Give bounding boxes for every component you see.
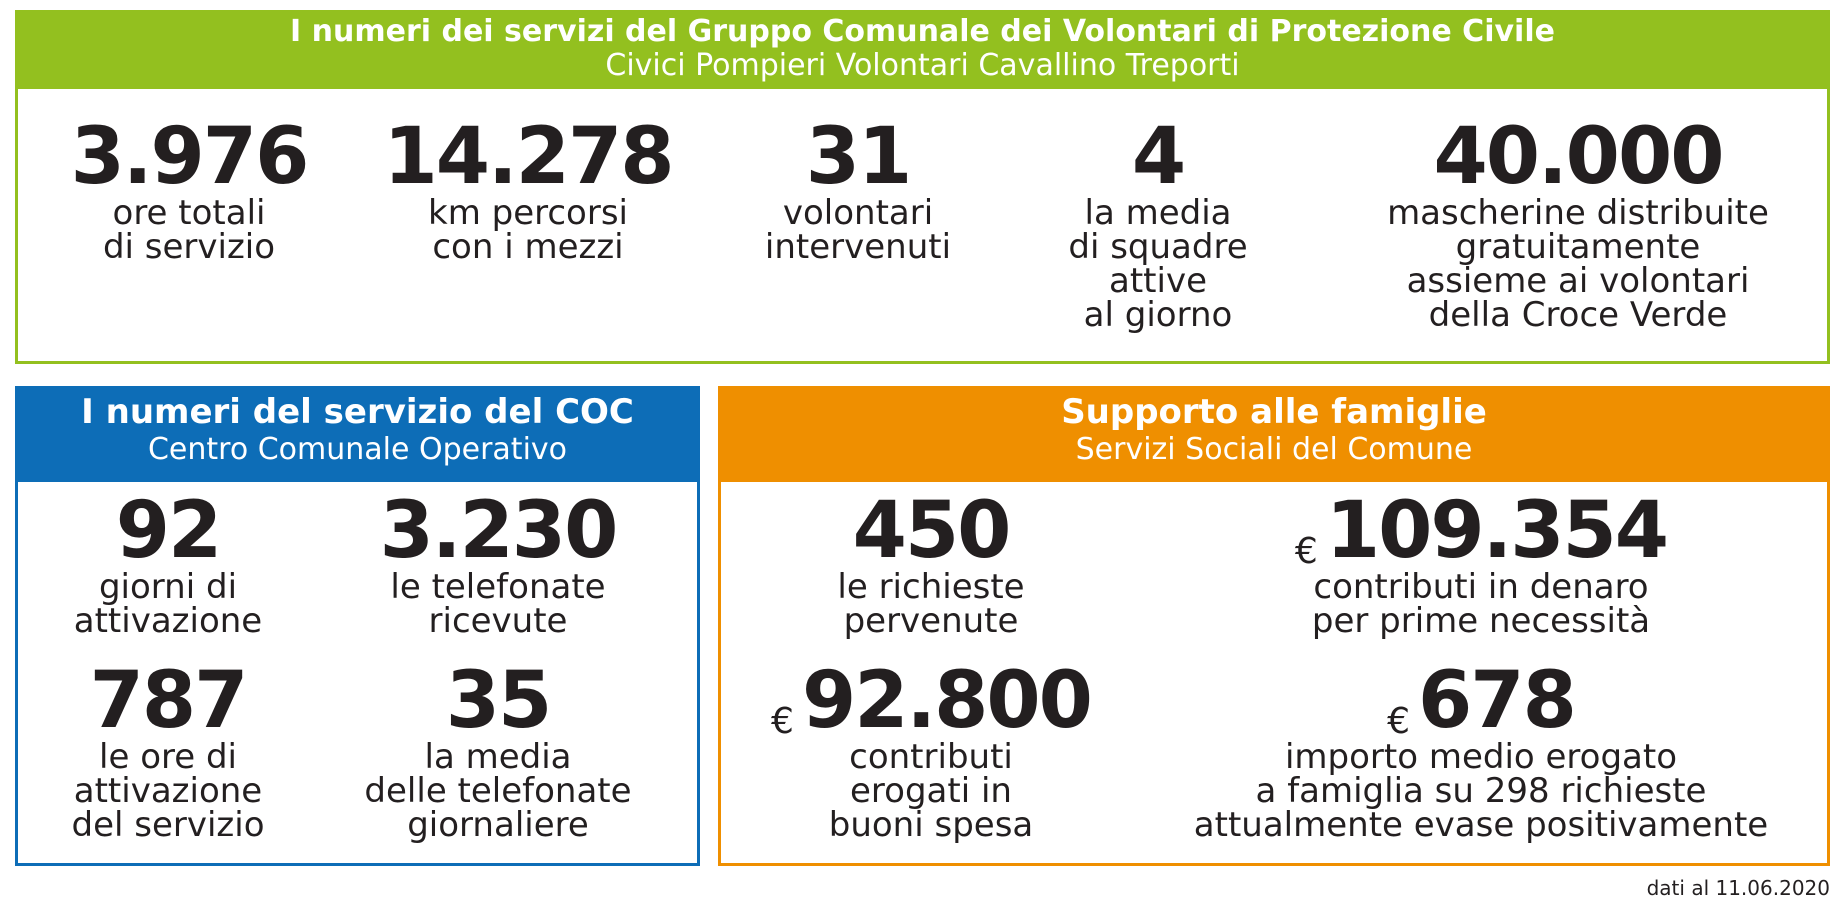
stat-value: 14.278 [383,112,675,202]
coc-subtitle: Centro Comunale Operativo [147,432,568,467]
stat-value: 4 [1131,112,1186,202]
stat-giorni-attivazione: 92 giorni di attivazione [38,492,298,638]
stat-value: 3.976 [70,112,310,202]
stat-label: la media delle telefonate giornaliere [364,737,632,845]
stat-value: 109.354 [1325,486,1669,576]
stat-label: le ore di attivazione del servizio [71,737,265,845]
stat-ore-servizio: 3.976 ore totali di servizio [54,118,324,264]
stat-label: ore totali di servizio [102,193,276,267]
stat-value: 40.000 [1433,112,1725,202]
stat-value: 35 [445,656,553,746]
stat-telefonate-ricevute: 3.230 le telefonate ricevute [338,492,658,638]
stat-value: 92 [115,486,223,576]
stat-km-percorsi: 14.278 km percorsi con i mezzi [378,118,678,264]
protezione-civile-header: I numeri dei servizi del Gruppo Comunale… [18,10,1827,89]
protezione-civile-subtitle: Civici Pompieri Volontari Cavallino Trep… [605,48,1240,83]
coc-title: I numeri del servizio del COC [81,392,634,432]
stat-mascherine: 40.000 mascherine distribuite gratuitame… [1338,118,1818,332]
euro-sign: € [771,701,794,742]
famiglie-subtitle: Servizi Sociali del Comune [1075,432,1473,467]
stat-label: volontari intervenuti [764,193,952,267]
protezione-civile-title: I numeri dei servizi del Gruppo Comunale… [290,14,1555,49]
stat-value: 787 [89,656,249,746]
famiglie-header: Supporto alle famiglie Servizi Sociali d… [721,386,1827,482]
stat-buoni-spesa: €92.800 contributi erogati in buoni spes… [741,662,1121,842]
stat-label: le telefonate ricevute [390,567,606,641]
stat-ore-attivazione: 787 le ore di attivazione del servizio [38,662,298,842]
euro-sign: € [1387,701,1411,742]
stat-value: 31 [805,112,913,202]
stat-value: 3.230 [379,486,619,576]
famiglie-panel: Supporto alle famiglie Servizi Sociali d… [718,386,1830,866]
stat-label: importo medio erogato a famiglia su 298 … [1193,737,1769,845]
data-date-note: dati al 11.06.2020 [1646,876,1830,900]
coc-panel: I numeri del servizio del COC Centro Com… [15,386,700,866]
protezione-civile-panel: I numeri dei servizi del Gruppo Comunale… [15,10,1830,364]
stat-label: le richieste pervenute [837,567,1025,641]
stat-volontari: 31 volontari intervenuti [738,118,978,264]
stat-media-telefonate: 35 la media delle telefonate giornaliere [338,662,658,842]
stat-value: 92.800 [801,656,1093,746]
famiglie-title: Supporto alle famiglie [1061,392,1487,432]
stat-value: 678 [1418,656,1577,746]
stat-contributi-denaro: €109.354 contributi in denaro per prime … [1151,492,1811,638]
stat-label: km percorsi con i mezzi [428,193,628,267]
stat-label: contributi erogati in buoni spesa [828,737,1034,845]
coc-header: I numeri del servizio del COC Centro Com… [18,386,697,482]
stat-squadre: 4 la media di squadre attive al giorno [1038,118,1278,332]
stat-label: la media di squadre attive al giorno [1068,193,1248,335]
euro-sign: € [1294,531,1318,572]
stat-label: contributi in denaro per prime necessità [1311,567,1651,641]
stat-richieste: 450 le richieste pervenute [741,492,1121,638]
stat-label: giorni di attivazione [73,567,263,641]
stat-importo-medio: €678 importo medio erogato a famiglia su… [1141,662,1821,842]
stat-label: mascherine distribuite gratuitamente ass… [1387,193,1769,335]
stat-value: 450 [852,486,1012,576]
